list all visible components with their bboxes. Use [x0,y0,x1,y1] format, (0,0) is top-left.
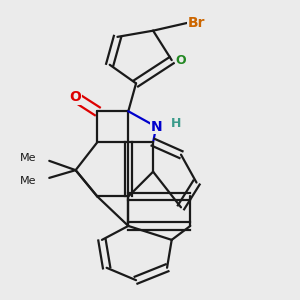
Text: N: N [150,120,162,134]
Text: O: O [70,90,82,104]
Text: Br: Br [188,16,205,30]
Text: Me: Me [20,176,37,186]
Text: O: O [176,54,186,67]
Text: Me: Me [20,153,37,163]
Text: H: H [171,117,182,130]
